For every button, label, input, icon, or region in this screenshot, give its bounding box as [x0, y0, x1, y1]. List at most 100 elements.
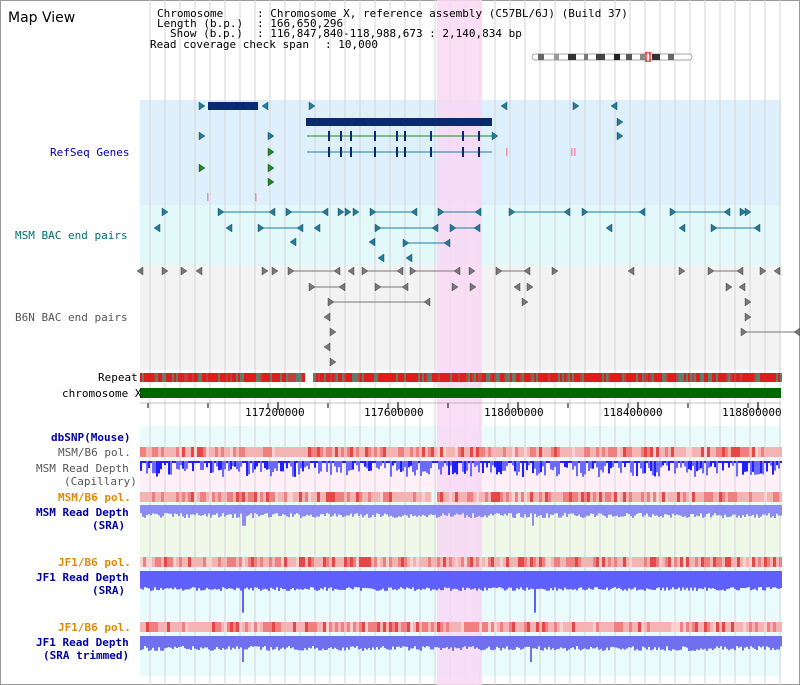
jf1-sra-depth-bar	[508, 571, 510, 588]
repeat-segment	[272, 373, 274, 382]
jf1-pol2-cell	[266, 622, 269, 632]
jf1-sra-depth-bar	[274, 571, 276, 590]
msm-pol2-cell	[635, 492, 638, 502]
jf1-trim-depth-bar	[288, 636, 290, 647]
jf1-sra-depth-bar	[310, 571, 312, 588]
jf1-trim-depth-bar	[232, 636, 234, 648]
jf1-trim-depth-bar	[160, 636, 162, 651]
repeat-segment	[718, 373, 720, 382]
msm-sra-depth-bar	[656, 505, 658, 516]
jf1-pol-cell	[335, 557, 338, 567]
jf1-trim-depth-bar	[302, 636, 304, 651]
jf1-pol2-cell	[599, 622, 602, 632]
jf1-sra-depth-bar	[762, 571, 764, 591]
msm-capillary-depth-bar	[266, 461, 268, 470]
gene-marker	[571, 148, 573, 156]
msm-pol2-cell	[620, 492, 623, 502]
repeat-segment	[494, 373, 496, 382]
jf1-pol2-cell	[206, 622, 209, 632]
jf1-trim-depth-bar	[170, 636, 172, 648]
jf1-sra-depth-bar	[760, 571, 762, 588]
gene-arrow	[261, 101, 269, 111]
msm-pol-cell	[710, 447, 713, 457]
jf1-pol2-cell	[746, 622, 749, 632]
chromosome-bar	[140, 388, 781, 398]
gene-exon	[404, 131, 406, 141]
msm-pol2-cell	[593, 492, 596, 502]
jf1-trim-depth-bar	[452, 636, 454, 651]
msm-bac-pair-end	[285, 207, 293, 217]
repeat-segment	[622, 373, 624, 382]
jf1-pol2-cell	[224, 622, 227, 632]
jf1-trim-depth-bar	[608, 636, 610, 651]
jf1-trim-depth-bar	[434, 636, 436, 648]
msm-sra-depth-bar	[406, 505, 408, 516]
msm-pol-cell	[566, 447, 569, 457]
repeat-segment	[518, 373, 520, 382]
msm-sra-depth-bar	[548, 505, 550, 518]
repeat-segment	[610, 373, 612, 382]
track-label-refseq[interactable]: RefSeq Genes	[50, 146, 130, 159]
jf1-pol2-cell	[434, 622, 437, 632]
msm-capillary-depth-bar	[584, 461, 586, 475]
jf1-pol-cell	[338, 557, 341, 567]
msm-pol2-cell	[290, 492, 293, 502]
jf1-pol-cell	[329, 557, 332, 567]
track-label-dbsnp[interactable]: dbSNP(Mouse)	[51, 431, 131, 444]
jf1-sra-depth-bar	[522, 571, 524, 590]
repeat-segment	[390, 373, 392, 382]
jf1-sra-depth-bar	[648, 571, 650, 590]
jf1-trim-depth-bar	[552, 636, 554, 649]
repeat-segment	[280, 373, 282, 382]
msm-capillary-depth-bar	[594, 461, 596, 463]
jf1-trim-depth-bar	[344, 636, 346, 651]
track-label-jf1-depth-1[interactable]: JF1 Read Depth	[36, 571, 129, 584]
jf1-trim-depth-bar	[282, 636, 284, 648]
msm-pol-cell	[704, 447, 707, 457]
track-label-msm-pol[interactable]: MSM/B6 pol.	[58, 446, 131, 459]
chromosome-ideogram[interactable]	[530, 52, 695, 62]
msm-sra-depth-bar	[282, 505, 284, 515]
track-label-msm-pol2[interactable]: MSM/B6 pol.	[58, 491, 131, 504]
msm-capillary-depth-bar	[494, 461, 496, 468]
msm-sra-depth-bar	[646, 505, 648, 514]
track-label-msm-depth-cap-1[interactable]: MSM Read Depth	[36, 462, 129, 475]
track-label-b6n-bac[interactable]: B6N BAC end pairs	[15, 311, 128, 324]
repeat-segment	[162, 373, 164, 382]
jf1-sra-depth-bar	[720, 571, 722, 591]
msm-capillary-depth-bar	[328, 461, 330, 463]
repeat-segment	[182, 373, 184, 382]
repeat-segment	[328, 373, 330, 382]
jf1-pol2-cell	[749, 622, 752, 632]
msm-pol-cell	[284, 447, 287, 457]
jf1-sra-depth-bar	[600, 571, 602, 590]
track-label-jf1-trim-1[interactable]: JF1 Read Depth	[36, 636, 129, 649]
msm-sra-depth-bar	[388, 505, 390, 517]
jf1-trim-depth-bar	[286, 636, 288, 648]
b6n-bac-end	[469, 282, 477, 292]
track-label-jf1-pol[interactable]: JF1/B6 pol.	[58, 556, 131, 569]
msm-sra-depth-bar	[610, 505, 612, 515]
repeat-segment	[736, 373, 738, 382]
jf1-trim-depth-bar	[306, 636, 308, 651]
jf1-pol-cell	[629, 557, 632, 567]
jf1-sra-depth-bar	[780, 571, 782, 589]
jf1-pol-cell	[224, 557, 227, 567]
msm-capillary-depth-bar	[250, 461, 252, 463]
jf1-trim-depth-bar	[222, 636, 224, 649]
jf1-pol2-cell	[383, 622, 386, 632]
jf1-pol2-cell	[449, 622, 452, 632]
msm-pol2-cell	[710, 492, 713, 502]
jf1-sra-depth-bar	[658, 571, 660, 588]
jf1-pol2-cell	[410, 622, 413, 632]
track-label-msm-depth-sra-1[interactable]: MSM Read Depth	[36, 506, 129, 519]
msm-sra-depth-bar	[200, 505, 202, 516]
track-label-jf1-pol2[interactable]: JF1/B6 pol.	[58, 621, 131, 634]
track-label-msm-bac[interactable]: MSM BAC end pairs	[15, 229, 128, 242]
jf1-pol-cell	[326, 557, 329, 567]
msm-capillary-depth-bar	[148, 461, 150, 469]
jf1-trim-depth-bar	[700, 636, 702, 649]
jf1-trim-depth-bar	[706, 636, 708, 651]
repeat-segment	[402, 373, 404, 382]
